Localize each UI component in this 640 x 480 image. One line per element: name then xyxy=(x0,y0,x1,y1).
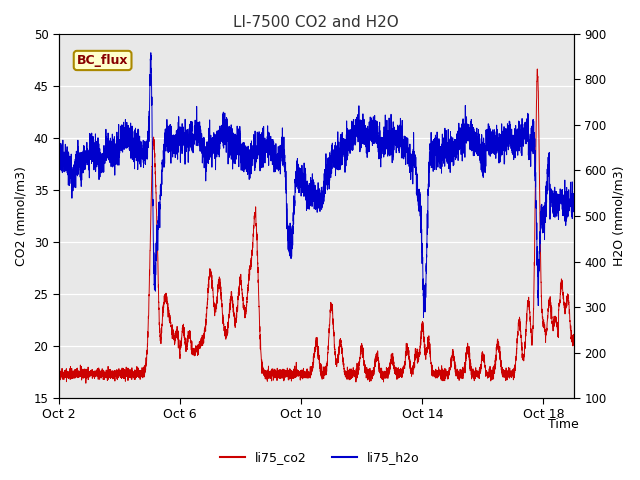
Y-axis label: H2O (mmol/m3): H2O (mmol/m3) xyxy=(612,166,625,266)
Title: LI-7500 CO2 and H2O: LI-7500 CO2 and H2O xyxy=(234,15,399,30)
Text: BC_flux: BC_flux xyxy=(77,54,129,67)
Y-axis label: CO2 (mmol/m3): CO2 (mmol/m3) xyxy=(15,166,28,266)
Legend: li75_co2, li75_h2o: li75_co2, li75_h2o xyxy=(215,446,425,469)
X-axis label: Time: Time xyxy=(548,418,579,431)
